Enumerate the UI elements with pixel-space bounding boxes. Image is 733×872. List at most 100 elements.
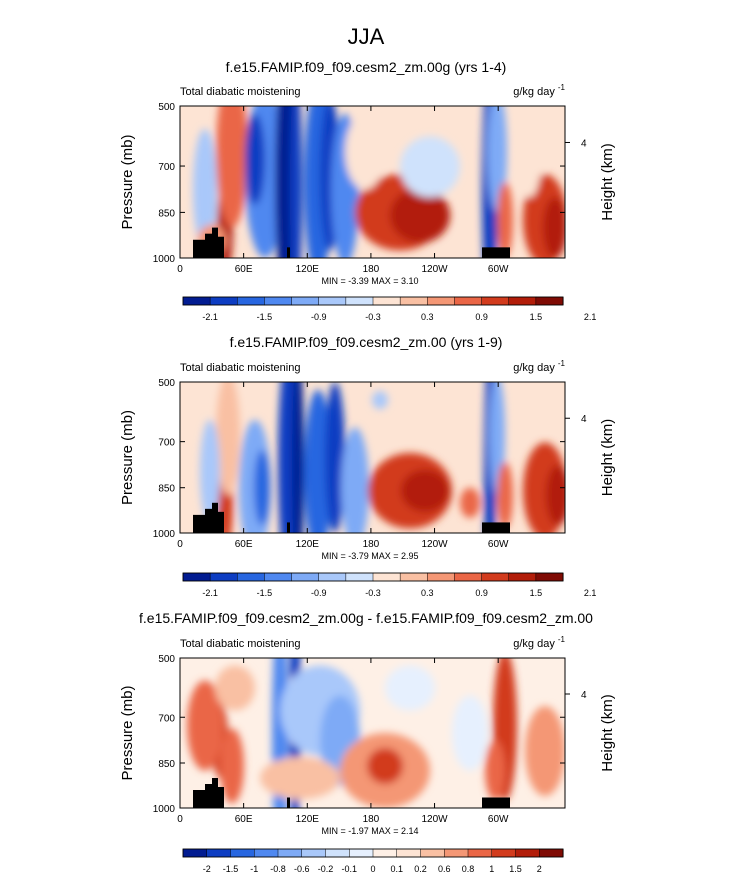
colorbar-label: 0.3 xyxy=(421,588,434,598)
topography-block xyxy=(205,508,213,533)
contour-region xyxy=(325,382,345,533)
topography-block xyxy=(287,522,290,533)
colorbar-label: -0.9 xyxy=(311,312,327,322)
panel-2: f.e15.FAMIP.f09_f09.cesm2_zm.00 (yrs 1-9… xyxy=(119,334,616,598)
colorbar-swatch xyxy=(481,296,510,306)
plot-frame xyxy=(179,381,566,534)
colorbar-swatch xyxy=(206,848,232,858)
topography-block xyxy=(218,236,224,258)
field-blobs xyxy=(187,658,565,808)
contour-region xyxy=(543,197,565,258)
topography-block xyxy=(212,502,218,533)
topography-block xyxy=(193,239,207,258)
x-tick-label: 180 xyxy=(363,539,380,550)
y-tick-label: 1000 xyxy=(153,254,176,265)
colorbar-swatch xyxy=(399,572,428,582)
x-tick-label: 120E xyxy=(296,814,320,825)
x-tick-label: 120W xyxy=(421,814,448,825)
contour-region xyxy=(193,128,217,251)
colorbar-swatch xyxy=(491,848,517,858)
colorbar-label: -2 xyxy=(203,864,211,872)
y-axis-title: Pressure (mb) xyxy=(119,685,136,780)
y-axis-title-right: Height (km) xyxy=(599,143,616,221)
contour-region xyxy=(401,469,449,512)
colorbar-swatch xyxy=(539,848,564,858)
colorbar-swatch xyxy=(277,848,303,858)
field-label: Total diabatic moistening xyxy=(180,86,300,98)
panel-title: f.e15.FAMIP.f09_f09.cesm2_zm.00g (yrs 1-… xyxy=(226,59,507,75)
units-label: g/kg day -1 xyxy=(513,635,565,650)
colorbar-label: 0.1 xyxy=(390,864,403,872)
y-tick-label: 500 xyxy=(158,654,175,665)
colorbar-label: -1.5 xyxy=(257,588,273,598)
panel-3: f.e15.FAMIP.f09_f09.cesm2_zm.00g - f.e15… xyxy=(119,610,616,872)
contour-region xyxy=(385,665,435,711)
topography-block xyxy=(482,247,510,258)
topography-block xyxy=(205,233,213,258)
height-tick-label: 4 xyxy=(581,414,587,425)
colorbar-label: 2.1 xyxy=(584,588,597,598)
units-exponent: -1 xyxy=(558,635,566,644)
y-tick-label: 500 xyxy=(158,102,175,113)
colorbar-swatch xyxy=(444,848,469,858)
y-tick-label: 1000 xyxy=(153,529,176,540)
contour-region xyxy=(390,188,450,243)
contour-region xyxy=(400,136,460,198)
colorbar-label: -1.5 xyxy=(223,864,239,872)
colorbar-label: 2.1 xyxy=(584,312,597,322)
colorbar-swatch xyxy=(454,572,483,582)
topography-block xyxy=(287,247,290,258)
units-base: g/kg day xyxy=(513,362,558,374)
colorbar-swatch xyxy=(454,296,483,306)
contour-region xyxy=(292,382,304,533)
y-tick-label: 700 xyxy=(158,162,175,173)
units-base: g/kg day xyxy=(513,638,558,650)
colorbar-swatch xyxy=(264,296,293,306)
colorbar-swatch xyxy=(325,848,350,858)
y-tick-label: 700 xyxy=(158,713,175,724)
plot-frame xyxy=(179,657,566,809)
x-tick-label: 60W xyxy=(488,814,509,825)
colorbar-swatch xyxy=(396,848,422,858)
contour-region xyxy=(525,706,565,796)
colorbar-label: -1.5 xyxy=(257,312,273,322)
min-max-stats: MIN = -3.39 MAX = 3.10 xyxy=(321,276,418,286)
colorbar-swatch xyxy=(515,848,540,858)
x-tick-label: 60E xyxy=(235,814,253,825)
y-tick-label: 500 xyxy=(158,378,175,389)
panel-1: f.e15.FAMIP.f09_f09.cesm2_zm.00g (yrs 1-… xyxy=(119,59,616,322)
x-tick-label: 120W xyxy=(421,264,448,275)
y-tick-label: 1000 xyxy=(153,804,176,815)
y-axis-title-right: Height (km) xyxy=(599,694,616,772)
contour-region xyxy=(216,106,248,228)
colorbar-label: 1.5 xyxy=(509,864,522,872)
colorbar-swatch xyxy=(209,296,238,306)
figure-title: JJA xyxy=(348,24,385,49)
plot-frame xyxy=(179,105,566,259)
colorbar-swatch xyxy=(264,572,293,582)
x-tick-label: 120E xyxy=(296,539,320,550)
contour-region xyxy=(367,748,403,784)
colorbar-swatch xyxy=(182,296,211,306)
colorbar-label: 0.3 xyxy=(421,312,434,322)
x-tick-label: 60E xyxy=(235,264,253,275)
min-max-stats: MIN = -3.79 MAX = 2.95 xyxy=(321,551,418,561)
height-tick-label: 4 xyxy=(581,138,587,149)
colorbar-swatch xyxy=(372,296,401,306)
units-exponent: -1 xyxy=(558,83,566,92)
colorbar-swatch xyxy=(467,848,493,858)
colorbar-swatch xyxy=(508,572,537,582)
colorbar-label: 0.9 xyxy=(475,312,488,322)
y-tick-label: 850 xyxy=(158,759,175,770)
colorbar-label: -0.2 xyxy=(318,864,334,872)
colorbar-swatch xyxy=(182,572,211,582)
colorbar-swatch xyxy=(237,572,265,582)
y-tick-label: 850 xyxy=(158,484,175,495)
colorbar-label: -0.3 xyxy=(365,588,381,598)
x-tick-label: 120E xyxy=(296,264,320,275)
colorbar-swatch xyxy=(427,572,455,582)
contour-region xyxy=(460,487,480,518)
units-label: g/kg day -1 xyxy=(513,83,565,98)
colorbar-frame xyxy=(182,296,564,306)
colorbar-swatch xyxy=(182,848,208,858)
